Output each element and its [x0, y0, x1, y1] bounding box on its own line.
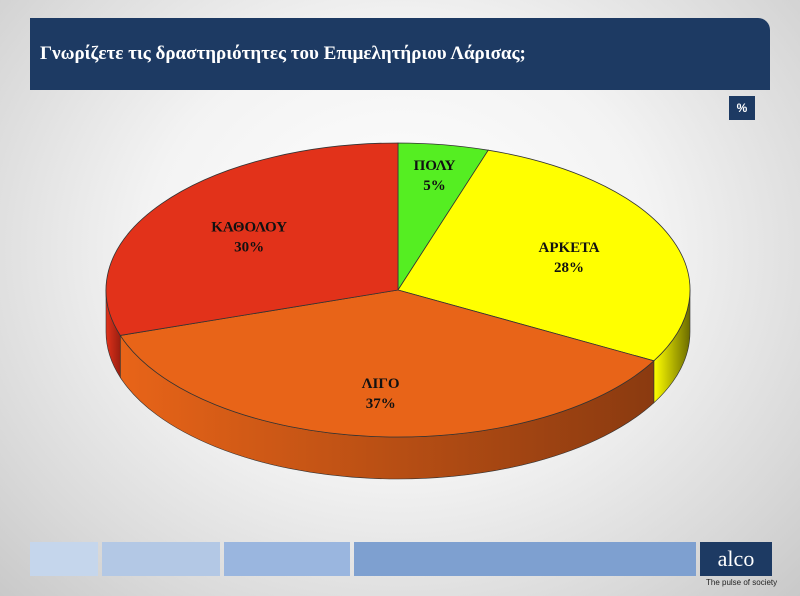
- pie-slice-ΚΑΘΟΛΟΥ: [105, 142, 399, 336]
- pie-chart: ΠΟΛΥ 5% ΑΡΚΕΤΑ 28% ΛΙΓΟ 37% ΚΑΘΟΛΟΥ 30%: [105, 142, 691, 480]
- slice-value-ΑΡΚΕΤΑ: 28%: [554, 260, 584, 276]
- slice-value-ΠΟΛΥ: 5%: [423, 178, 446, 194]
- pie-slice-ΑΡΚΕΤΑ: [397, 149, 691, 362]
- alco-logo: alco: [700, 542, 772, 576]
- logo-text: alco: [717, 546, 755, 571]
- slice-label-ΑΡΚΕΤΑ: ΑΡΚΕΤΑ: [539, 240, 600, 256]
- footer-bar-3: [224, 542, 350, 576]
- pie-slice-ΛΙΓΟ: [119, 289, 655, 438]
- footer-bar-4: [354, 542, 696, 576]
- slice-value-ΚΑΘΟΛΟΥ: 30%: [234, 240, 264, 256]
- footer-bar-1: [30, 542, 98, 576]
- slice-label-ΠΟΛΥ: ΠΟΛΥ: [414, 158, 456, 174]
- unit-badge: %: [729, 96, 755, 120]
- slice-label-ΚΑΘΟΛΟΥ: ΚΑΘΟΛΟΥ: [211, 220, 287, 236]
- page-title: Γνωρίζετε τις δραστηριότητες του Επιμελη…: [40, 43, 526, 64]
- footer-bar-2: [102, 542, 220, 576]
- title-bar: Γνωρίζετε τις δραστηριότητες του Επιμελη…: [30, 18, 770, 90]
- slice-label-ΛΙΓΟ: ΛΙΓΟ: [362, 376, 400, 392]
- tagline: The pulse of society: [706, 578, 778, 587]
- slice-value-ΛΙΓΟ: 37%: [366, 396, 396, 412]
